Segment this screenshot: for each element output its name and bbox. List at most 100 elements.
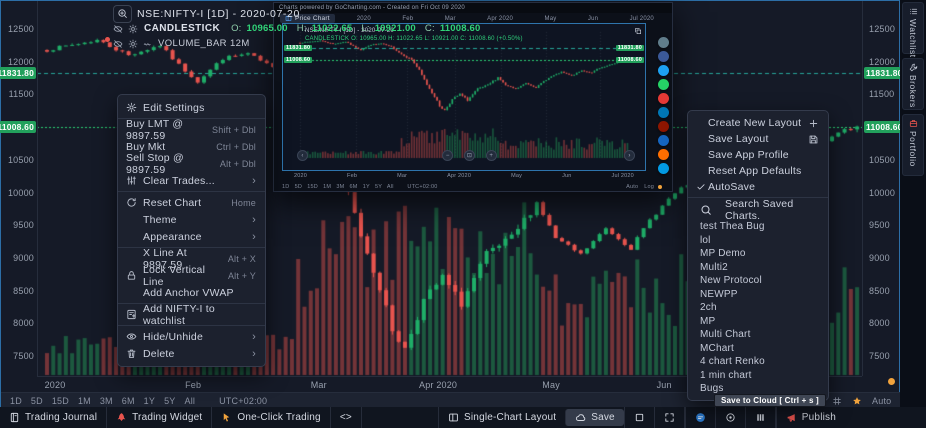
toolbar-button-label: One-Click Trading: [237, 412, 321, 423]
menu-item-add-anchor-vwap[interactable]: Add Anchor VWAP: [118, 284, 265, 301]
share-whatsapp-icon[interactable]: [658, 79, 669, 90]
menu-item-delete[interactable]: Delete ›: [118, 345, 265, 362]
-button[interactable]: <>: [331, 407, 362, 428]
eye-off-icon[interactable]: [113, 24, 123, 34]
menu-item-appearance[interactable]: Appearance ›: [118, 228, 265, 245]
saved-chart-test-thea-bug[interactable]: test Thea Bug: [700, 221, 765, 233]
price-tick: 9000: [13, 252, 34, 263]
range-5y[interactable]: 5Y: [164, 395, 176, 406]
price-axis-right[interactable]: 12500 12000 11500 10500 10000 9500 9000 8500 800…: [862, 1, 905, 376]
copy-icon[interactable]: [634, 27, 642, 35]
saved-chart-bugs[interactable]: Bugs: [700, 383, 724, 395]
snapshot-header: Charts powered by GoCharting.com - Creat…: [274, 3, 672, 13]
saved-chart-1-min-chart[interactable]: 1 min chart: [700, 369, 752, 381]
saved-chart-lol[interactable]: lol: [700, 234, 711, 246]
saved-chart-newpp[interactable]: NEWPP: [700, 288, 738, 300]
menu-item-add-nifty-i-to-watchlist[interactable]: Add NIFTY-I to watchlist: [118, 303, 265, 327]
menu-item-buy-lmt-9897-59[interactable]: Buy LMT @ 9897.59 Shift + Dbl: [118, 118, 265, 142]
auto-scale-toggle[interactable]: Auto: [872, 395, 892, 406]
waffle-button[interactable]: [744, 407, 775, 428]
snapshot-time-label: Feb: [347, 173, 358, 179]
chart-context-menu: Edit Settings Buy LMT @ 9897.59 Shift + Db…: [117, 94, 266, 367]
range-3m[interactable]: 3M: [99, 395, 113, 406]
saved-chart-mp-demo[interactable]: MP Demo: [700, 248, 746, 260]
menu-item-save-layout[interactable]: Save Layout: [688, 131, 828, 147]
saved-chart-multi-chart[interactable]: Multi Chart: [700, 329, 751, 341]
square-button[interactable]: [623, 407, 654, 428]
sidebar-tab-portfolio[interactable]: Portfolio: [902, 114, 924, 176]
gear-icon[interactable]: [128, 24, 138, 34]
timezone-label[interactable]: UTC+02:00: [219, 395, 268, 406]
search-saved-charts[interactable]: Search Saved Charts.: [688, 198, 828, 222]
saved-chart-multi2[interactable]: Multi2: [700, 261, 728, 273]
share-vk-icon[interactable]: [658, 135, 669, 146]
saved-chart-mchart[interactable]: MChart: [700, 342, 734, 354]
share-facebook-icon[interactable]: [658, 51, 669, 62]
range-all[interactable]: All: [184, 395, 196, 406]
connection-status-dot: [888, 378, 895, 385]
gear-icon[interactable]: [128, 39, 138, 49]
toolbar-divider: [774, 407, 776, 428]
price-tick: 9500: [869, 220, 890, 231]
save-button[interactable]: Save: [565, 409, 624, 426]
share-link-icon[interactable]: [658, 37, 669, 48]
saved-chart-new-protocol[interactable]: New Protocol: [700, 275, 762, 287]
range-15d[interactable]: 15D: [51, 395, 69, 406]
expand-button[interactable]: [653, 407, 684, 428]
snapshot-time-label: Jun: [587, 15, 599, 22]
saved-chart-4-chart-renko[interactable]: 4 chart Renko: [700, 356, 765, 368]
menu-item-reset-chart[interactable]: Reset Chart Home: [118, 194, 265, 211]
copy-icon[interactable]: [634, 27, 642, 35]
publish-button[interactable]: Publish: [775, 407, 845, 428]
menu-item-autosave[interactable]: AutoSave: [688, 179, 828, 195]
saved-chart-2ch[interactable]: 2ch: [700, 302, 717, 314]
range-1d[interactable]: 1D: [10, 395, 22, 406]
saved-chart-mp[interactable]: MP: [700, 315, 716, 327]
price-axis-left[interactable]: 12500 12000 11500 10500 10000 9500 9000 8500 800…: [0, 1, 38, 376]
range-1m[interactable]: 1M: [77, 395, 91, 406]
menu-item-buy-mkt[interactable]: Buy Mkt Ctrl + Dbl: [118, 138, 265, 155]
share-hackernews-icon[interactable]: [658, 149, 669, 160]
layout-menu: Create New Layout Save Layout Save App Pro…: [687, 110, 829, 401]
snapshot-status-dot: [658, 184, 662, 189]
chart-tab-icon: [285, 15, 292, 22]
chevron-right-icon: ›: [252, 213, 256, 226]
target-button[interactable]: [714, 407, 745, 428]
snapshot-time-label: Jul 2020: [611, 173, 634, 179]
range-5d[interactable]: 5D: [30, 395, 43, 406]
menu-item-reset-app-defaults[interactable]: Reset App Defaults: [688, 163, 828, 179]
range-1y[interactable]: 1Y: [143, 395, 156, 406]
menu-divider: [118, 118, 265, 119]
share-telegram-icon[interactable]: [658, 163, 669, 174]
sidebar-tab-watchlist[interactable]: Watchlist: [902, 2, 924, 58]
trading-journal-button[interactable]: Trading Journal: [0, 407, 108, 428]
chevron-right-icon: ›: [252, 347, 256, 360]
menu-item-sell-stop-9897-59[interactable]: Sell Stop @ 9897.59 Alt + Dbl: [118, 152, 265, 176]
menu-item-save-app-profile[interactable]: Save App Profile: [688, 147, 828, 163]
symbol-search-icon[interactable]: [113, 4, 132, 23]
one-click-trading-button[interactable]: One-Click Trading: [212, 407, 331, 428]
trading-widget-button[interactable]: Trading Widget: [107, 407, 213, 428]
range-6m[interactable]: 6M: [121, 395, 135, 406]
wave-icon: [143, 39, 153, 49]
menu-item-edit-settings[interactable]: Edit Settings: [118, 99, 265, 116]
snapshot-auto-label: Auto: [626, 183, 639, 190]
pan-right-icon: ›: [624, 150, 635, 161]
share-linkedin-icon[interactable]: [658, 107, 669, 118]
menu-item-hide-unhide[interactable]: Hide/Unhide ›: [118, 328, 265, 345]
menu-item-create-new-layout[interactable]: Create New Layout: [688, 115, 828, 131]
menu-item-lock-vertical-line[interactable]: Lock Vertical Line Alt + Y: [118, 264, 265, 288]
share-pinterest-icon[interactable]: [658, 93, 669, 104]
eye-off-icon[interactable]: [113, 39, 123, 49]
menu-item-theme[interactable]: Theme ›: [118, 211, 265, 228]
tab-price-chart[interactable]: Price Chart: [280, 14, 335, 23]
share-twitter-icon[interactable]: [658, 65, 669, 76]
chat-circle-button[interactable]: [684, 407, 715, 428]
single-chart-layout-button[interactable]: Single-Chart Layout: [438, 407, 565, 428]
star-icon[interactable]: [852, 396, 862, 406]
sidebar-tab-brokers[interactable]: Brokers: [902, 58, 924, 110]
menu-item-clear-trades[interactable]: Clear Trades... ›: [118, 172, 265, 189]
share-reddit-icon[interactable]: [658, 121, 669, 132]
menu-item-x-line-at-9897-59[interactable]: X Line At 9897.59 Alt + X: [118, 247, 265, 271]
grid-icon[interactable]: [832, 396, 842, 406]
